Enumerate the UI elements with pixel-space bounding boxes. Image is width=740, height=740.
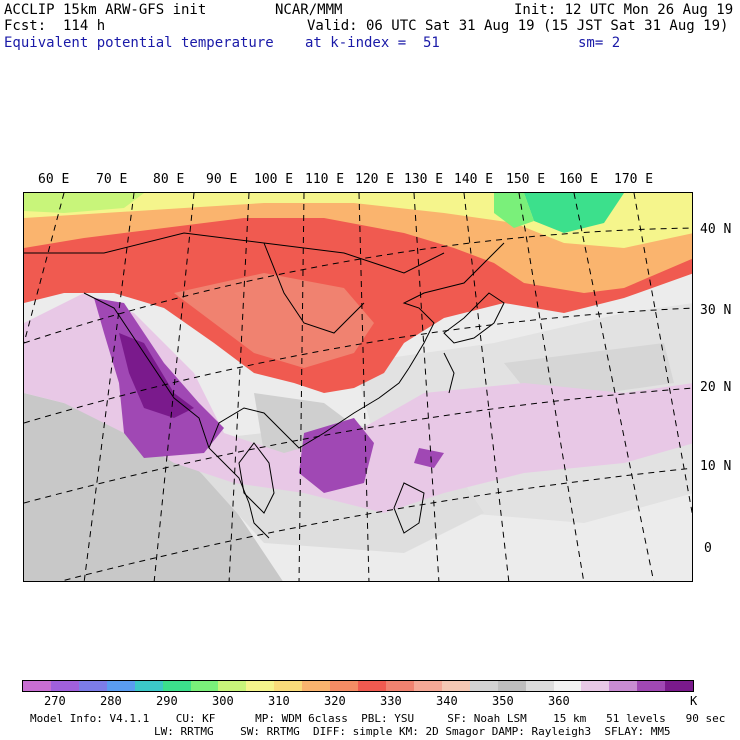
colorbar: [22, 680, 694, 692]
lon-label: 150 E: [506, 172, 546, 187]
lon-label: 120 E: [355, 172, 395, 187]
colorbar-swatch: [413, 681, 442, 691]
green-band: [494, 193, 534, 228]
lat-label: 20 N: [700, 380, 732, 395]
green-band: [24, 193, 144, 213]
model-info-line2: LW: RRTMG SW: RRTMG DIFF: simple KM: 2D …: [154, 725, 671, 738]
green-band: [524, 193, 624, 233]
colorbar-swatch: [441, 681, 470, 691]
colorbar-tick: 270: [44, 694, 66, 708]
lon-label: 170 E: [614, 172, 654, 187]
field-name: Equivalent potential temperature: [4, 35, 274, 51]
lat-label: 10 N: [700, 459, 732, 474]
lon-label: 100 E: [254, 172, 294, 187]
colorbar-tick: 320: [324, 694, 346, 708]
colorbar-swatch: [190, 681, 219, 691]
colorbar-swatch: [274, 681, 303, 691]
lon-label: 60 E: [38, 172, 70, 187]
model-info-line1: Model Info: V4.1.1 CU: KF MP: WDM 6class…: [30, 712, 726, 725]
colorbar-swatch: [497, 681, 526, 691]
coastlines: [24, 232, 505, 539]
colorbar-swatch: [162, 681, 191, 691]
colorbar-tick: 330: [380, 694, 402, 708]
colorbar-tick: 280: [100, 694, 122, 708]
lon-label: 110 E: [305, 172, 345, 187]
grey-field: [504, 343, 674, 393]
colorbar-tick: 310: [268, 694, 290, 708]
init-time: Init: 12 UTC Mon 26 Aug 19: [514, 2, 734, 18]
colorbar-unit: K: [690, 694, 698, 708]
smoothing: sm= 2: [578, 35, 621, 51]
model-title: ACCLIP 15km ARW-GFS init: [4, 2, 207, 18]
colorbar-swatch: [581, 681, 610, 691]
colorbar-tick: 290: [156, 694, 178, 708]
colorbar-swatch: [358, 681, 386, 691]
salmon-band: [174, 273, 374, 368]
lon-label: 70 E: [96, 172, 128, 187]
colorbar-swatch: [665, 681, 694, 691]
colorbar-swatch: [106, 681, 135, 691]
colorbar-swatch: [218, 681, 247, 691]
colorbar-swatch: [302, 681, 331, 691]
lon-label: 80 E: [153, 172, 185, 187]
colorbar-swatch: [23, 681, 51, 691]
theta-e-map: [24, 193, 692, 581]
lon-label: 130 E: [404, 172, 444, 187]
purple-area: [414, 448, 444, 468]
colorbar-swatch: [134, 681, 163, 691]
colorbar-swatch: [637, 681, 666, 691]
lon-label: 140 E: [454, 172, 494, 187]
colorbar-tick: 360: [548, 694, 570, 708]
colorbar-swatch: [330, 681, 359, 691]
level-index: at k-index = 51: [305, 35, 440, 51]
lat-label: 40 N: [700, 222, 732, 237]
colorbar-swatch: [469, 681, 498, 691]
dark-purple-area: [119, 333, 194, 418]
colorbar-tick: 340: [436, 694, 458, 708]
graticule: [24, 193, 692, 581]
colorbar-swatch: [385, 681, 414, 691]
lon-label: 90 E: [206, 172, 238, 187]
forecast-hour: Fcst: 114 h: [4, 18, 106, 34]
map-panel: [23, 192, 693, 582]
colorbar-swatch: [78, 681, 107, 691]
lat-label: 30 N: [700, 303, 732, 318]
colorbar-swatch: [553, 681, 582, 691]
colorbar-swatch: [246, 681, 275, 691]
valid-time: Valid: 06 UTC Sat 31 Aug 19 (15 JST Sat …: [307, 18, 729, 34]
organization: NCAR/MMM: [275, 2, 343, 18]
colorbar-swatch: [609, 681, 638, 691]
light-purple-area: [24, 293, 692, 513]
lon-label: 160 E: [559, 172, 599, 187]
grey-field: [24, 393, 283, 581]
colorbar-swatch: [525, 681, 554, 691]
lat-label: 0: [704, 541, 712, 556]
colorbar-tick: 350: [492, 694, 514, 708]
colorbar-tick: 300: [212, 694, 234, 708]
colorbar-swatch: [50, 681, 79, 691]
